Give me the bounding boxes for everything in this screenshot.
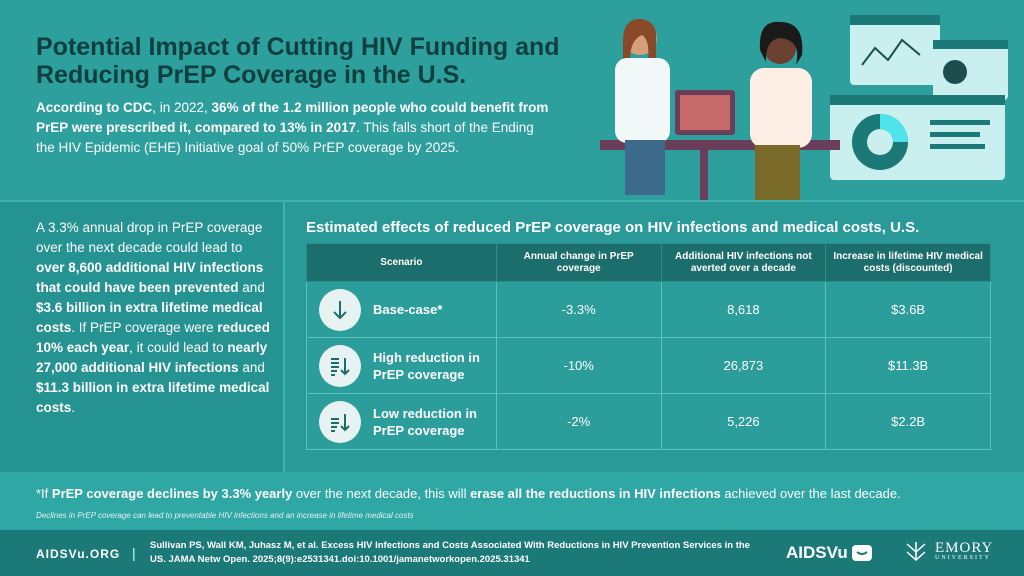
table-row: High reduction in PrEP coverage -10% 26,… [306, 337, 991, 394]
change-cell: -2% [495, 393, 662, 450]
emory-name: EMORY [935, 540, 994, 556]
table-header-row: Scenario Annual change in PrEP coverage … [306, 243, 991, 282]
sub-note: Declines in PrEP coverage can lead to pr… [36, 511, 414, 520]
summary-panel [0, 202, 283, 472]
healthcare-illustration [600, 15, 1008, 200]
footnote-segment: achieved over the last decade. [720, 486, 901, 501]
scenario-cell: Low reduction in PrEP coverage [306, 393, 497, 450]
cost-cell: $3.6B [825, 281, 991, 338]
change-cell: -10% [495, 337, 662, 394]
scenario-label: Base-case* [373, 302, 443, 317]
scenario-cell: High reduction in PrEP coverage [306, 337, 497, 394]
intro-rest: . This falls short of the Ending the HIV… [36, 120, 534, 155]
summary-segment: , it could lead to [129, 340, 228, 355]
scenario-label: Low reduction in PrEP coverage [373, 405, 477, 438]
aidsvu-logo-text: AIDSVu [786, 543, 848, 562]
aidsvu-logo: AIDSVu [786, 543, 872, 563]
page-title: Potential Impact of Cutting HIV Funding … [36, 33, 560, 89]
footnote-segment: over the next decade, this will [292, 486, 471, 501]
summary-highlight: nearly 27,000 additional HIV infections [36, 340, 268, 375]
summary-highlight: reduced 10% each year [36, 320, 270, 355]
intro-source: According to CDC [36, 100, 153, 115]
intro-connector: , in 2022, [152, 100, 212, 115]
scenario-cell: Base-case* [306, 281, 497, 338]
footnote-highlight: erase all the reductions in HIV infectio… [470, 486, 721, 501]
summary-highlight: over 8,600 additional HIV infections tha… [36, 260, 264, 295]
summary-segment: A 3.3% annual drop in PrEP coverage over… [36, 220, 263, 255]
speech-bubble-icon [851, 545, 872, 561]
vertical-divider [283, 202, 285, 472]
change-cell: -3.3% [495, 281, 662, 338]
cost-cell: $11.3B [825, 337, 991, 394]
intro-highlight: 36% of the 1.2 million people who could … [36, 100, 549, 135]
footer-separator: | [132, 545, 136, 561]
effects-table: Scenario Annual change in PrEP coverage … [306, 243, 991, 450]
summary-segment: . [71, 400, 76, 415]
intro-text: According to CDC, in 2022, 36% of the 1.… [36, 98, 556, 158]
footnote-band [0, 472, 1024, 530]
table-row: Low reduction in PrEP coverage -2% 5,226… [306, 393, 991, 450]
footnote-segment: *If [36, 486, 52, 501]
header-cost: Increase in lifetime HIV medical costs (… [825, 243, 991, 282]
sort-descending-icon [319, 400, 361, 443]
header-infections: Additional HIV infections not averted ov… [660, 243, 827, 282]
arrow-down-icon [319, 288, 361, 331]
site-link[interactable]: AIDSVu.ORG [36, 547, 121, 561]
table-title: Estimated effects of reduced PrEP covera… [306, 219, 920, 236]
header-scenario: Scenario [306, 243, 497, 282]
summary-highlight: $11.3 billion in extra lifetime medical … [36, 380, 270, 415]
summary-segment: and [238, 360, 265, 375]
header-change: Annual change in PrEP coverage [495, 243, 662, 282]
cost-cell: $2.2B [825, 393, 991, 450]
sort-descending-icon [319, 344, 361, 387]
section-divider [0, 200, 1024, 202]
citation: Sullivan PS, Wall KM, Juhasz M, et al. E… [150, 540, 750, 565]
summary-segment: . If PrEP coverage were [71, 320, 218, 335]
infections-cell: 26,873 [660, 337, 827, 394]
emory-sub: UNIVERSITY [935, 555, 991, 561]
footnote: *If PrEP coverage declines by 3.3% yearl… [36, 486, 996, 501]
emory-shield-icon [906, 542, 926, 562]
table-row: Base-case* -3.3% 8,618 $3.6B [306, 281, 991, 338]
summary-highlight: $3.6 billion in extra lifetime medical c… [36, 300, 263, 335]
summary-segment: and [238, 280, 265, 295]
summary-text: A 3.3% annual drop in PrEP coverage over… [36, 218, 274, 418]
scenario-label: High reduction in PrEP coverage [373, 349, 480, 382]
infections-cell: 8,618 [660, 281, 827, 338]
infections-cell: 5,226 [660, 393, 827, 450]
footnote-highlight: PrEP coverage declines by 3.3% yearly [51, 486, 293, 501]
emory-logo: EMORY UNIVERSITY [905, 540, 993, 562]
